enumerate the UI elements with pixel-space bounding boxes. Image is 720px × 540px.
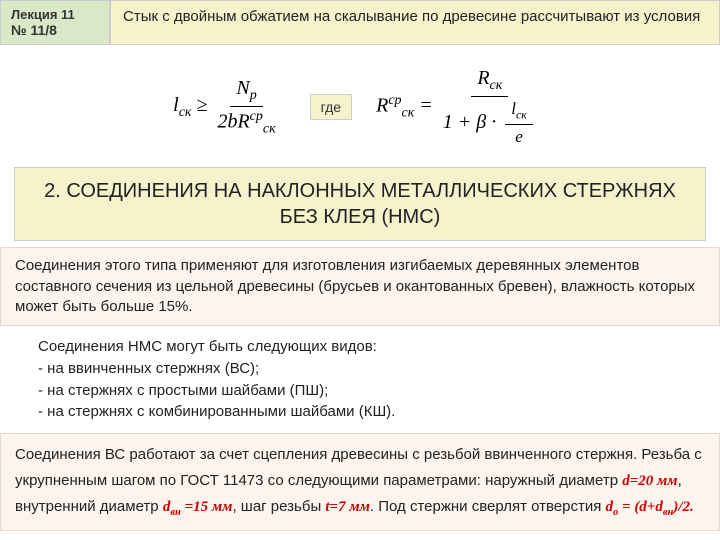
types-block: Соединения НМС могут быть следующих видо… xyxy=(28,332,692,427)
lecture-number: № 11/8 xyxy=(11,22,99,38)
type-item: - на стержнях с простыми шайбами (ПШ); xyxy=(38,380,682,402)
formula-row: lск ≥ Np 2bRсрск где Rсрск = Rск 1 + β ·… xyxy=(0,45,720,161)
type-item: - на стержнях с комбинированными шайбами… xyxy=(38,401,682,423)
formula-right: Rсрск = Rск 1 + β · lск e xyxy=(376,67,547,147)
paragraph-intro: Соединения этого типа применяют для изго… xyxy=(0,247,720,326)
lecture-box: Лекция 11 № 11/8 xyxy=(0,0,110,45)
topic-text: Стык с двойным обжатием на скалывание по… xyxy=(110,0,720,45)
where-label: где xyxy=(310,94,352,120)
formula-left: lск ≥ Np 2bRсрск xyxy=(173,77,286,138)
type-item: - на ввинченных стержнях (ВС); xyxy=(38,358,682,380)
lecture-title: Лекция 11 xyxy=(11,7,99,22)
types-lead: Соединения НМС могут быть следующих видо… xyxy=(38,336,682,358)
paragraph-params: Соединения ВС работают за счет сцепления… xyxy=(0,433,720,531)
section-title: 2. СОЕДИНЕНИЯ НА НАКЛОННЫХ МЕТАЛЛИЧЕСКИХ… xyxy=(14,167,706,241)
